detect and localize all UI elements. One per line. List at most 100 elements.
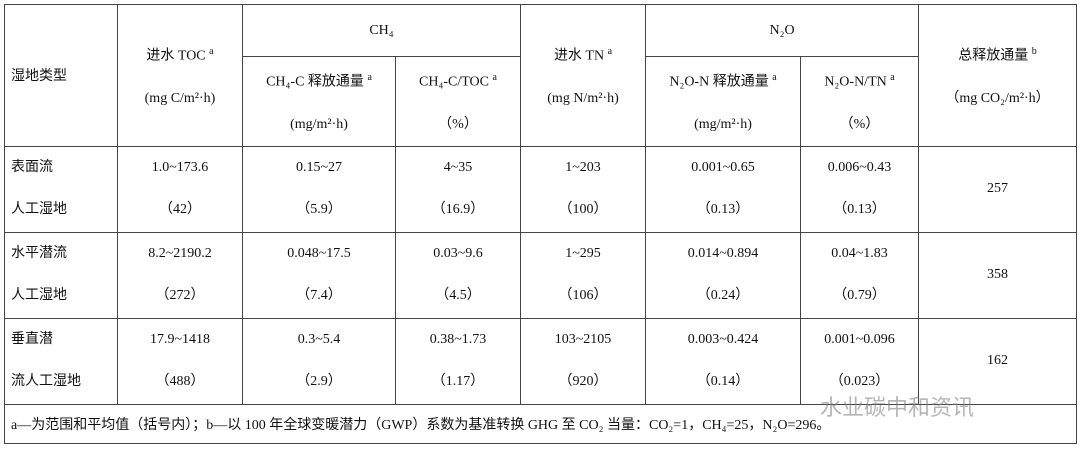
header-cell: N₂O-N/TN a （%） xyxy=(799,56,920,147)
range-value: 0.003~0.424 xyxy=(687,332,759,348)
data-table: 湿地类型 进水 TOC a (mg C/m²·h) CH₄ 进水 TN a (mg N/m… xyxy=(3,4,1078,444)
range-value: 0.15~27 xyxy=(295,160,343,176)
value-cell: 0.04~1.83 （0.79） xyxy=(799,231,920,319)
range-value: 0.014~0.894 xyxy=(687,246,759,262)
header-cell: 进水 TOC a (mg C/m²·h) xyxy=(117,4,243,147)
header-cell: CH₄-C 释放通量 a (mg/m²·h) xyxy=(242,56,396,147)
value-cell: 0.15~27 （5.9） xyxy=(242,145,396,233)
type-cell: 表面流 人工湿地 xyxy=(4,145,118,233)
value-cell: 4~35 （16.9） xyxy=(395,145,521,233)
value-cell: 0.048~17.5 （7.4） xyxy=(242,231,396,319)
mean-value: （0.14） xyxy=(696,374,750,390)
mean-value: （100） xyxy=(558,202,608,218)
table-row: 水平潜流 人工湿地 8.2~2190.2 （272） 0.048~17.5 （7.4） 0.… xyxy=(4,231,1078,319)
range-value: 4~35 xyxy=(443,160,473,176)
header-unit: (mg C/m²·h) xyxy=(144,90,216,106)
range-value: 0.001~0.096 xyxy=(824,332,895,348)
header-note: a xyxy=(367,72,372,83)
range-value: 0.03~9.6 xyxy=(433,246,483,262)
header-note: a xyxy=(607,46,613,57)
range-value: 0.38~1.73 xyxy=(429,332,487,348)
table-row: 湿地类型 进水 TOC a (mg C/m²·h) CH₄ 进水 TN a (mg N/m… xyxy=(4,4,1078,147)
mean-value: （2.9） xyxy=(296,374,342,390)
type-cell: 水平潜流 人工湿地 xyxy=(4,231,118,319)
header-text: CH₄-C/TOC xyxy=(419,74,489,90)
header-cell: 湿地类型 xyxy=(4,4,118,147)
header-unit: (mg/m²·h) xyxy=(694,116,752,132)
range-value: 0.048~17.5 xyxy=(287,246,351,262)
header-text: 湿地类型 xyxy=(11,69,67,85)
header-unit: (mg N/m²·h) xyxy=(547,90,619,106)
range-value: 0.04~1.83 xyxy=(831,246,888,262)
header-cell: 总释放通量 b （mg CO₂/m²·h） xyxy=(918,4,1078,147)
value-cell: 103~2105 （920） xyxy=(520,317,646,405)
type-line: 表面流 xyxy=(11,160,53,176)
header-label: 进水 TN a xyxy=(521,31,645,78)
group-header: N₂O xyxy=(644,4,920,57)
table-row: 表面流 人工湿地 1.0~173.6 （42） 0.15~27 （5.9） 4~35 （16.… xyxy=(4,145,1078,233)
type-line: 流人工湿地 xyxy=(11,374,81,390)
group-header: CH₄ xyxy=(242,4,521,57)
table-row: CH₄-C 释放通量 a (mg/m²·h) CH₄-C/TOC a （%） N₂O-N… xyxy=(5,56,1077,147)
type-line: 水平潜流 xyxy=(11,246,67,262)
value-cell: 0.03~9.6 （4.5） xyxy=(395,231,521,319)
type-line: 人工湿地 xyxy=(11,288,67,304)
header-label: N₂O-N/TN a xyxy=(801,57,918,104)
header-text: 进水 TN xyxy=(553,48,605,64)
header-unit: （%） xyxy=(438,116,478,132)
mean-value: （106） xyxy=(558,288,608,304)
range-value: 1.0~173.6 xyxy=(151,160,209,176)
mean-value: （0.13） xyxy=(833,202,886,218)
value-cell: 0.3~5.4 （2.9） xyxy=(242,317,396,405)
mean-value: （0.023） xyxy=(829,374,890,390)
value-cell: 1~295 （106） xyxy=(520,231,646,319)
mean-value: （5.9） xyxy=(296,202,342,218)
mean-value: （1.17） xyxy=(431,374,485,390)
header-note: a xyxy=(890,72,895,83)
header-label: CH₄-C/TOC a xyxy=(396,57,520,104)
header-label: 进水 TOC a xyxy=(118,31,242,78)
header-note: a xyxy=(209,46,214,57)
value-cell: 0.001~0.65 （0.13） xyxy=(645,145,801,233)
header-text: N₂O-N 释放通量 xyxy=(669,74,769,90)
range-value: 0.3~5.4 xyxy=(297,332,341,348)
header-text: 总释放通量 xyxy=(958,48,1029,64)
range-value: 1~203 xyxy=(565,160,601,176)
value-cell: 1~203 （100） xyxy=(520,145,646,233)
value-cell: 0.006~0.43 （0.13） xyxy=(799,145,920,233)
mean-value: （488） xyxy=(155,374,205,390)
mean-value: （0.13） xyxy=(696,202,750,218)
mean-value: （0.24） xyxy=(696,288,750,304)
mean-value: （7.4） xyxy=(296,288,342,304)
value-cell: 0.001~0.096 （0.023） xyxy=(799,317,920,405)
table-row: 垂直潜 流人工湿地 17.9~1418 （488） 0.3~5.4 （2.9） 0.38~1… xyxy=(4,317,1078,405)
type-line: 人工湿地 xyxy=(11,202,67,218)
header-label: CH₄-C 释放通量 a xyxy=(243,57,395,104)
mean-value: （920） xyxy=(558,374,608,390)
mean-value: （272） xyxy=(155,288,205,304)
value-cell: 0.003~0.424 （0.14） xyxy=(645,317,801,405)
header-cell: 进水 TN a (mg N/m²·h) xyxy=(520,4,646,147)
footnote: a—为范围和平均值（括号内）；b—以 100 年全球变暖潜力（GWP）系数为基准… xyxy=(3,403,1078,444)
header-note: a xyxy=(772,72,777,83)
mean-value: （16.9） xyxy=(431,202,485,218)
type-cell: 垂直潜 流人工湿地 xyxy=(4,317,118,405)
total-cell: 257 xyxy=(918,145,1078,233)
value-cell: 8.2~2190.2 （272） xyxy=(117,231,243,319)
header-note: a xyxy=(492,72,497,83)
header-unit: （%） xyxy=(839,116,880,132)
range-value: 1~295 xyxy=(565,246,601,262)
header-cell: CH₄-C/TOC a （%） xyxy=(395,56,521,147)
table-row: a—为范围和平均值（括号内）；b—以 100 年全球变暖潜力（GWP）系数为基准… xyxy=(3,403,1078,444)
header-text: 进水 TOC xyxy=(146,48,206,64)
header-unit: （mg CO₂/m²·h） xyxy=(945,90,1050,106)
value-cell: 17.9~1418 （488） xyxy=(117,317,243,405)
type-line: 垂直潜 xyxy=(11,332,53,348)
watermark: 水业碳中和资讯 xyxy=(820,396,975,421)
mean-value: （4.5） xyxy=(435,288,481,304)
header-note: b xyxy=(1031,46,1037,57)
range-value: 103~2105 xyxy=(554,332,612,348)
header-label: 总释放通量 b xyxy=(919,31,1076,78)
range-value: 0.006~0.43 xyxy=(827,160,892,176)
